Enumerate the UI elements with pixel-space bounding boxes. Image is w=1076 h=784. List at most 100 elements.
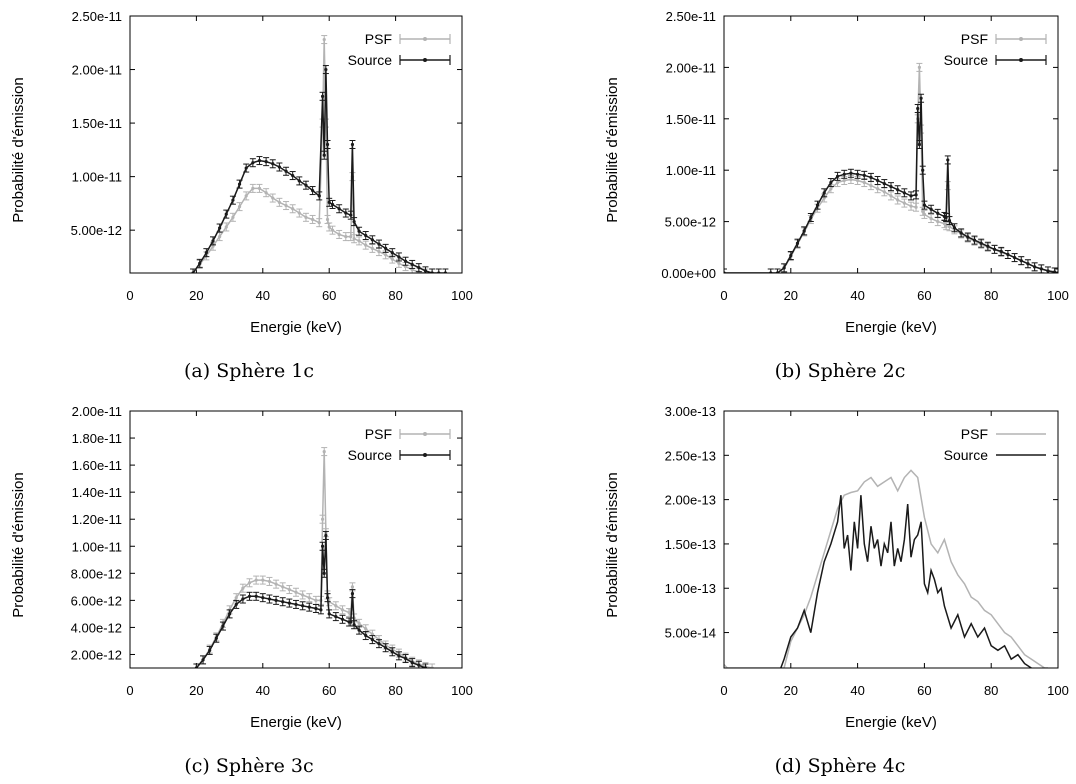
x-axis-label: Energie (keV) [250, 714, 342, 731]
series-psf [193, 447, 436, 668]
data-point [809, 215, 813, 220]
series-line [724, 98, 1058, 273]
x-tick-label: 100 [451, 288, 473, 303]
data-point [403, 259, 408, 263]
data-point [211, 244, 215, 248]
data-point [297, 211, 301, 215]
data-point [917, 65, 921, 69]
data-point [271, 196, 275, 200]
data-point [322, 37, 326, 42]
data-point [228, 612, 232, 616]
plot-frame [723, 15, 1059, 274]
data-point [257, 186, 262, 191]
data-point [350, 142, 355, 147]
data-point [929, 207, 933, 211]
x-tick-label: 20 [189, 288, 203, 303]
x-axis-label: Energie (keV) [845, 319, 937, 336]
data-point [936, 220, 940, 224]
data-point [397, 654, 401, 658]
data-point [390, 650, 394, 654]
data-point [377, 249, 381, 254]
data-point [357, 621, 361, 625]
data-point [257, 158, 262, 163]
x-tick-label: 80 [388, 288, 402, 303]
data-point [384, 646, 388, 650]
data-point [314, 598, 318, 602]
data-point [251, 161, 255, 165]
y-tick-label: 1.50e-13 [665, 537, 716, 552]
data-point [390, 257, 394, 261]
data-point [919, 96, 923, 100]
data-point [344, 234, 348, 239]
data-point [322, 571, 326, 575]
series-line [724, 469, 1048, 668]
data-point [349, 234, 353, 239]
y-tick-label: 1.60e-11 [72, 458, 122, 473]
data-point [889, 194, 893, 198]
data-point [417, 266, 421, 270]
x-tick-label: 0 [720, 683, 727, 698]
data-point [370, 637, 374, 642]
data-point [224, 212, 228, 216]
data-point [291, 207, 295, 211]
data-point [384, 246, 388, 250]
data-point [218, 234, 222, 239]
data-point [324, 67, 328, 72]
data-point [397, 261, 401, 265]
data-point [244, 166, 248, 170]
x-axis-label: Energie (keV) [250, 319, 342, 336]
y-tick-label: 5.00e-12 [71, 223, 122, 238]
data-point [340, 617, 345, 621]
y-tick-label: 6.00e-12 [71, 593, 122, 608]
data-point [241, 586, 245, 590]
data-point [896, 188, 900, 192]
data-point [384, 253, 388, 257]
data-point [330, 202, 335, 207]
data-point [319, 608, 323, 612]
data-point [370, 632, 374, 636]
data-point [979, 241, 983, 245]
y-tick-label: 2.50e-13 [665, 448, 716, 463]
data-point [352, 237, 356, 241]
series-psf [724, 62, 1058, 273]
data-point [221, 624, 225, 628]
data-point [350, 585, 355, 589]
data-point [352, 220, 356, 224]
x-tick-label: 60 [917, 683, 931, 698]
data-point [317, 194, 321, 198]
data-point [284, 169, 288, 173]
data-point [364, 627, 368, 631]
data-point [842, 172, 846, 176]
data-point [224, 225, 228, 229]
data-point [1012, 255, 1017, 260]
data-point [247, 594, 252, 598]
plot-frame [129, 15, 463, 274]
data-point [241, 597, 245, 601]
data-point [917, 142, 921, 147]
data-point [922, 212, 927, 217]
data-point [815, 203, 820, 207]
data-point [311, 217, 315, 222]
data-point [423, 269, 428, 273]
x-tick-label: 60 [917, 288, 931, 303]
series-line [780, 495, 1032, 668]
data-point [297, 179, 301, 183]
y-axis-label: Probabilité d'émission [10, 77, 27, 222]
legend-marker [423, 37, 427, 41]
data-point [301, 593, 305, 597]
data-point [350, 592, 355, 596]
data-point [364, 233, 368, 238]
data-point [261, 578, 265, 582]
data-point [274, 598, 278, 602]
y-tick-label: 8.00e-12 [71, 566, 122, 581]
data-point [829, 187, 833, 191]
data-point [364, 243, 368, 247]
data-point [294, 590, 298, 594]
data-point [349, 213, 353, 217]
data-point [304, 215, 308, 219]
data-point [909, 194, 913, 198]
data-point [835, 174, 840, 178]
data-point [254, 578, 258, 582]
data-point [364, 633, 368, 638]
x-tick-label: 60 [322, 288, 336, 303]
